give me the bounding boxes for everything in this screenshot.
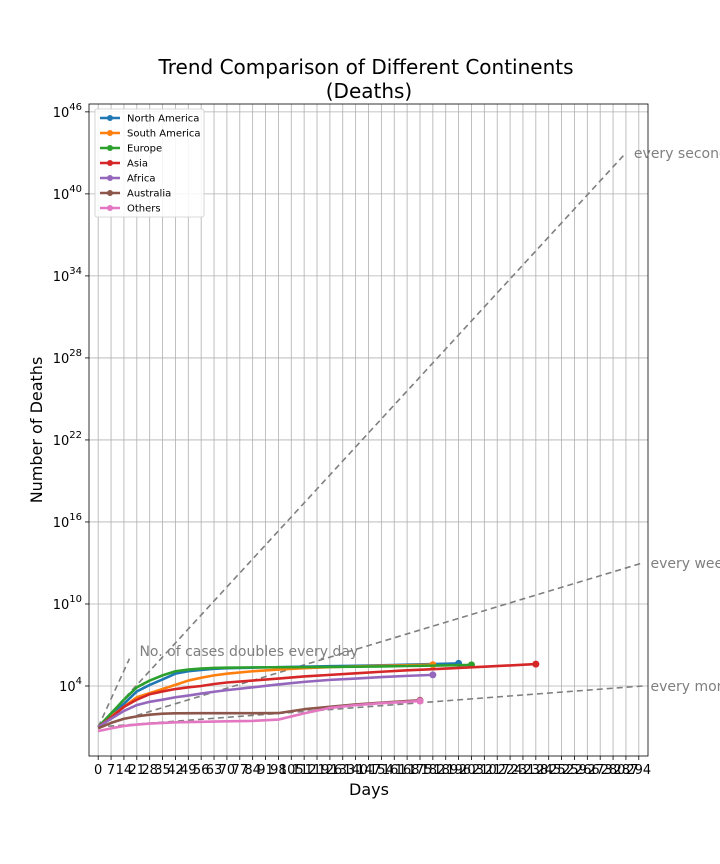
y-tick-label: 1028 (53, 348, 82, 367)
series-end-marker (416, 697, 424, 705)
legend-label: Europe (127, 144, 162, 155)
legend-marker (107, 175, 113, 181)
x-tick-label: 147 (356, 763, 381, 778)
x-tick-label: 210 (472, 763, 497, 778)
x-tick-label: 119 (305, 763, 330, 778)
x-tick-label: 7 (107, 763, 115, 778)
x-tick-label: 42 (167, 763, 184, 778)
legend-box (94, 108, 205, 218)
chart-subtitle: (Deaths) (326, 79, 413, 103)
x-tick-label: 63 (206, 763, 223, 778)
x-tick-label: 196 (446, 763, 471, 778)
reference-line-label: every month (650, 679, 720, 695)
x-tick-label: 28 (141, 763, 158, 778)
x-tick-label: 238 (523, 763, 548, 778)
series-line (97, 663, 472, 728)
legend-label: North America (127, 114, 199, 125)
x-tick-label: 231 (511, 763, 536, 778)
series-lines (97, 659, 540, 733)
x-axis-label: Days (349, 780, 389, 799)
x-tick-label: 70 (219, 763, 236, 778)
reference-line (98, 685, 643, 728)
chart-title: Trend Comparison of Different Continents (157, 55, 573, 79)
legend-marker (107, 145, 113, 151)
x-tick-label: 287 (614, 763, 639, 778)
series-line (97, 662, 536, 729)
x-tick-label: 0 (94, 763, 102, 778)
y-tick-label: 1046 (53, 102, 82, 121)
y-tick-label: 1034 (53, 266, 82, 285)
x-tick-label: 49 (180, 763, 197, 778)
reference-line (97, 562, 643, 728)
legend-marker (107, 160, 113, 166)
x-tick-label: 294 (626, 763, 651, 778)
x-tick-label: 21 (129, 763, 146, 778)
y-tick-label: 1010 (53, 594, 82, 613)
y-tick-label: 104 (59, 676, 82, 695)
series-end-marker (532, 660, 540, 668)
y-axis-label: Number of Deaths (27, 357, 46, 504)
x-tick-label: 175 (408, 763, 433, 778)
reference-labels: every second day every week every month No.… (139, 146, 720, 695)
legend-label: Africa (127, 174, 156, 185)
series-line (97, 673, 433, 729)
legend-marker (107, 115, 113, 121)
y-axis: 104 1010 1016 1022 1028 1034 1040 1046 (53, 102, 89, 695)
legend-label: Asia (127, 159, 148, 170)
legend-label: South America (127, 129, 201, 140)
x-tick-label: 91 (257, 763, 274, 778)
legend-marker (107, 190, 113, 196)
x-tick-label: 133 (330, 763, 355, 778)
y-tick-label: 1022 (53, 430, 82, 449)
x-tick-label: 112 (292, 763, 317, 778)
reference-line (97, 658, 131, 728)
legend-marker (107, 205, 113, 211)
x-tick-label: 56 (193, 763, 210, 778)
reference-line-label: every week (650, 556, 720, 572)
series-end-marker (429, 671, 437, 679)
x-tick-label: 35 (154, 763, 171, 778)
x-tick-label: 217 (485, 763, 510, 778)
x-tick-label: 154 (369, 763, 394, 778)
legend-label: Australia (127, 189, 171, 200)
y-tick-label: 1016 (53, 512, 82, 531)
x-tick-label: 224 (498, 763, 523, 778)
x-axis: 0 7 14212835424956637077849198105112119126… (94, 756, 651, 778)
x-tick-label: 98 (270, 763, 287, 778)
x-tick-label: 168 (395, 763, 420, 778)
reference-line-label: No. of cases doubles every day (139, 644, 358, 660)
x-tick-label: 280 (601, 763, 626, 778)
x-tick-label: 105 (279, 763, 304, 778)
series-line (97, 699, 421, 733)
x-tick-label: 189 (433, 763, 458, 778)
x-tick-label: 259 (562, 763, 587, 778)
reference-lines (97, 152, 643, 728)
x-tick-label: 140 (343, 763, 368, 778)
x-tick-label: 203 (459, 763, 484, 778)
x-tick-label: 77 (232, 763, 249, 778)
x-tick-label: 14 (116, 763, 133, 778)
reference-line-label: every second day (634, 146, 720, 162)
legend: North America South America Europe Asia Afri… (94, 108, 205, 218)
legend-label: Others (127, 204, 161, 215)
x-tick-label: 273 (588, 763, 613, 778)
x-tick-label: 161 (382, 763, 407, 778)
y-tick-label: 1040 (53, 184, 82, 203)
x-tick-label: 266 (575, 763, 600, 778)
x-tick-label: 84 (244, 763, 261, 778)
x-tick-label: 252 (549, 763, 574, 778)
legend-marker (107, 130, 113, 136)
x-tick-label: 182 (420, 763, 445, 778)
x-tick-label: 245 (536, 763, 561, 778)
x-tick-label: 126 (317, 763, 342, 778)
